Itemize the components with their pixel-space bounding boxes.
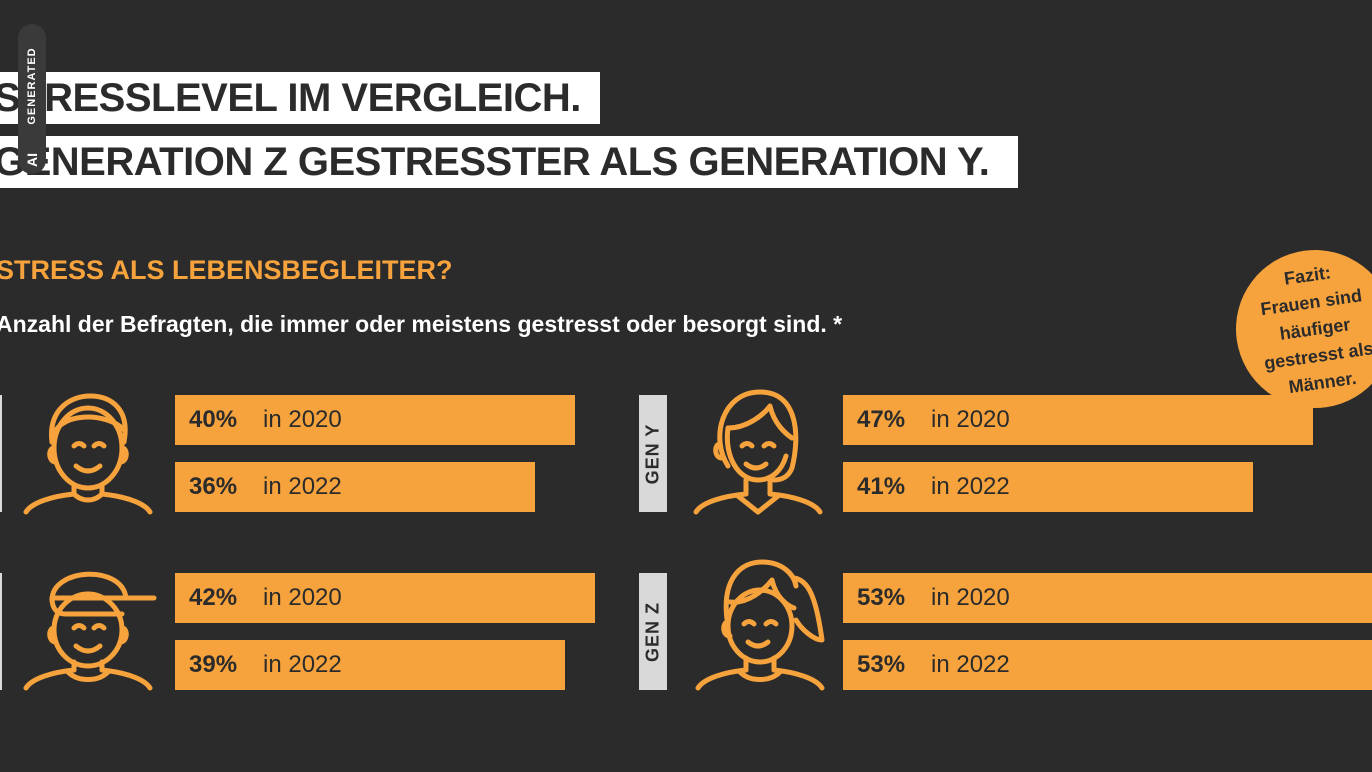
bar-year-label: in 2022: [931, 651, 1010, 678]
man-icon: [23, 393, 153, 515]
bar-value-label: 39%: [189, 651, 238, 678]
bar-0-1: 36% in 2022: [175, 462, 535, 512]
title-line-1: STRESSLEVEL IM VERGLEICH.: [0, 72, 600, 124]
bar-year-label: in 2022: [931, 473, 1010, 500]
gen-label-edge: [0, 573, 2, 690]
gen-z-text: GEN Z: [642, 601, 663, 662]
gen-label-edge: [0, 395, 2, 512]
bar-2-0: 42% in 2020: [175, 573, 595, 623]
girl-ponytail-icon: [695, 559, 825, 691]
title-line-2: GENERATION Z GESTRESSTER ALS GENERATION …: [0, 136, 1018, 188]
gen-y-label: GEN Y: [639, 395, 667, 512]
ai-generated-badge: GENERATED AI: [18, 24, 46, 174]
bar-1-1: 41% in 2022: [843, 462, 1253, 512]
bar-year-label: in 2022: [263, 651, 342, 678]
bar-year-label: in 2020: [931, 584, 1010, 611]
bar-value-label: 53%: [857, 584, 906, 611]
bar-value-label: 47%: [857, 406, 906, 433]
bar-3-0: 53% in 2020: [843, 573, 1372, 623]
bar-2-1: 39% in 2022: [175, 640, 565, 690]
bar-year-label: in 2020: [263, 584, 342, 611]
gen-z-label: GEN Z: [639, 573, 667, 690]
bar-value-label: 53%: [857, 651, 906, 678]
fazit-badge: Fazit: Frauen sind häufiger gestresst al…: [1225, 239, 1372, 419]
bar-value-label: 42%: [189, 584, 238, 611]
badge-generated-text: GENERATED: [26, 47, 38, 125]
chart-description: Anzahl der Befragten, die immer oder mei…: [0, 311, 843, 337]
bar-1-0: 47% in 2020: [843, 395, 1313, 445]
bar-value-label: 36%: [189, 473, 238, 500]
bar-0-0: 40% in 2020: [175, 395, 575, 445]
bar-year-label: in 2020: [931, 406, 1010, 433]
bar-3-1: 53% in 2022: [843, 640, 1372, 690]
bar-year-label: in 2020: [263, 406, 342, 433]
woman-icon: [693, 389, 823, 515]
chart-subtitle: STRESS ALS LEBENSBEGLEITER?: [0, 255, 453, 285]
gen-y-text: GEN Y: [642, 423, 663, 484]
bar-value-label: 41%: [857, 473, 906, 500]
bar-year-label: in 2022: [263, 473, 342, 500]
boy-cap-icon: [23, 571, 157, 691]
bar-value-label: 40%: [189, 406, 238, 433]
badge-ai-text: AI: [24, 153, 40, 167]
